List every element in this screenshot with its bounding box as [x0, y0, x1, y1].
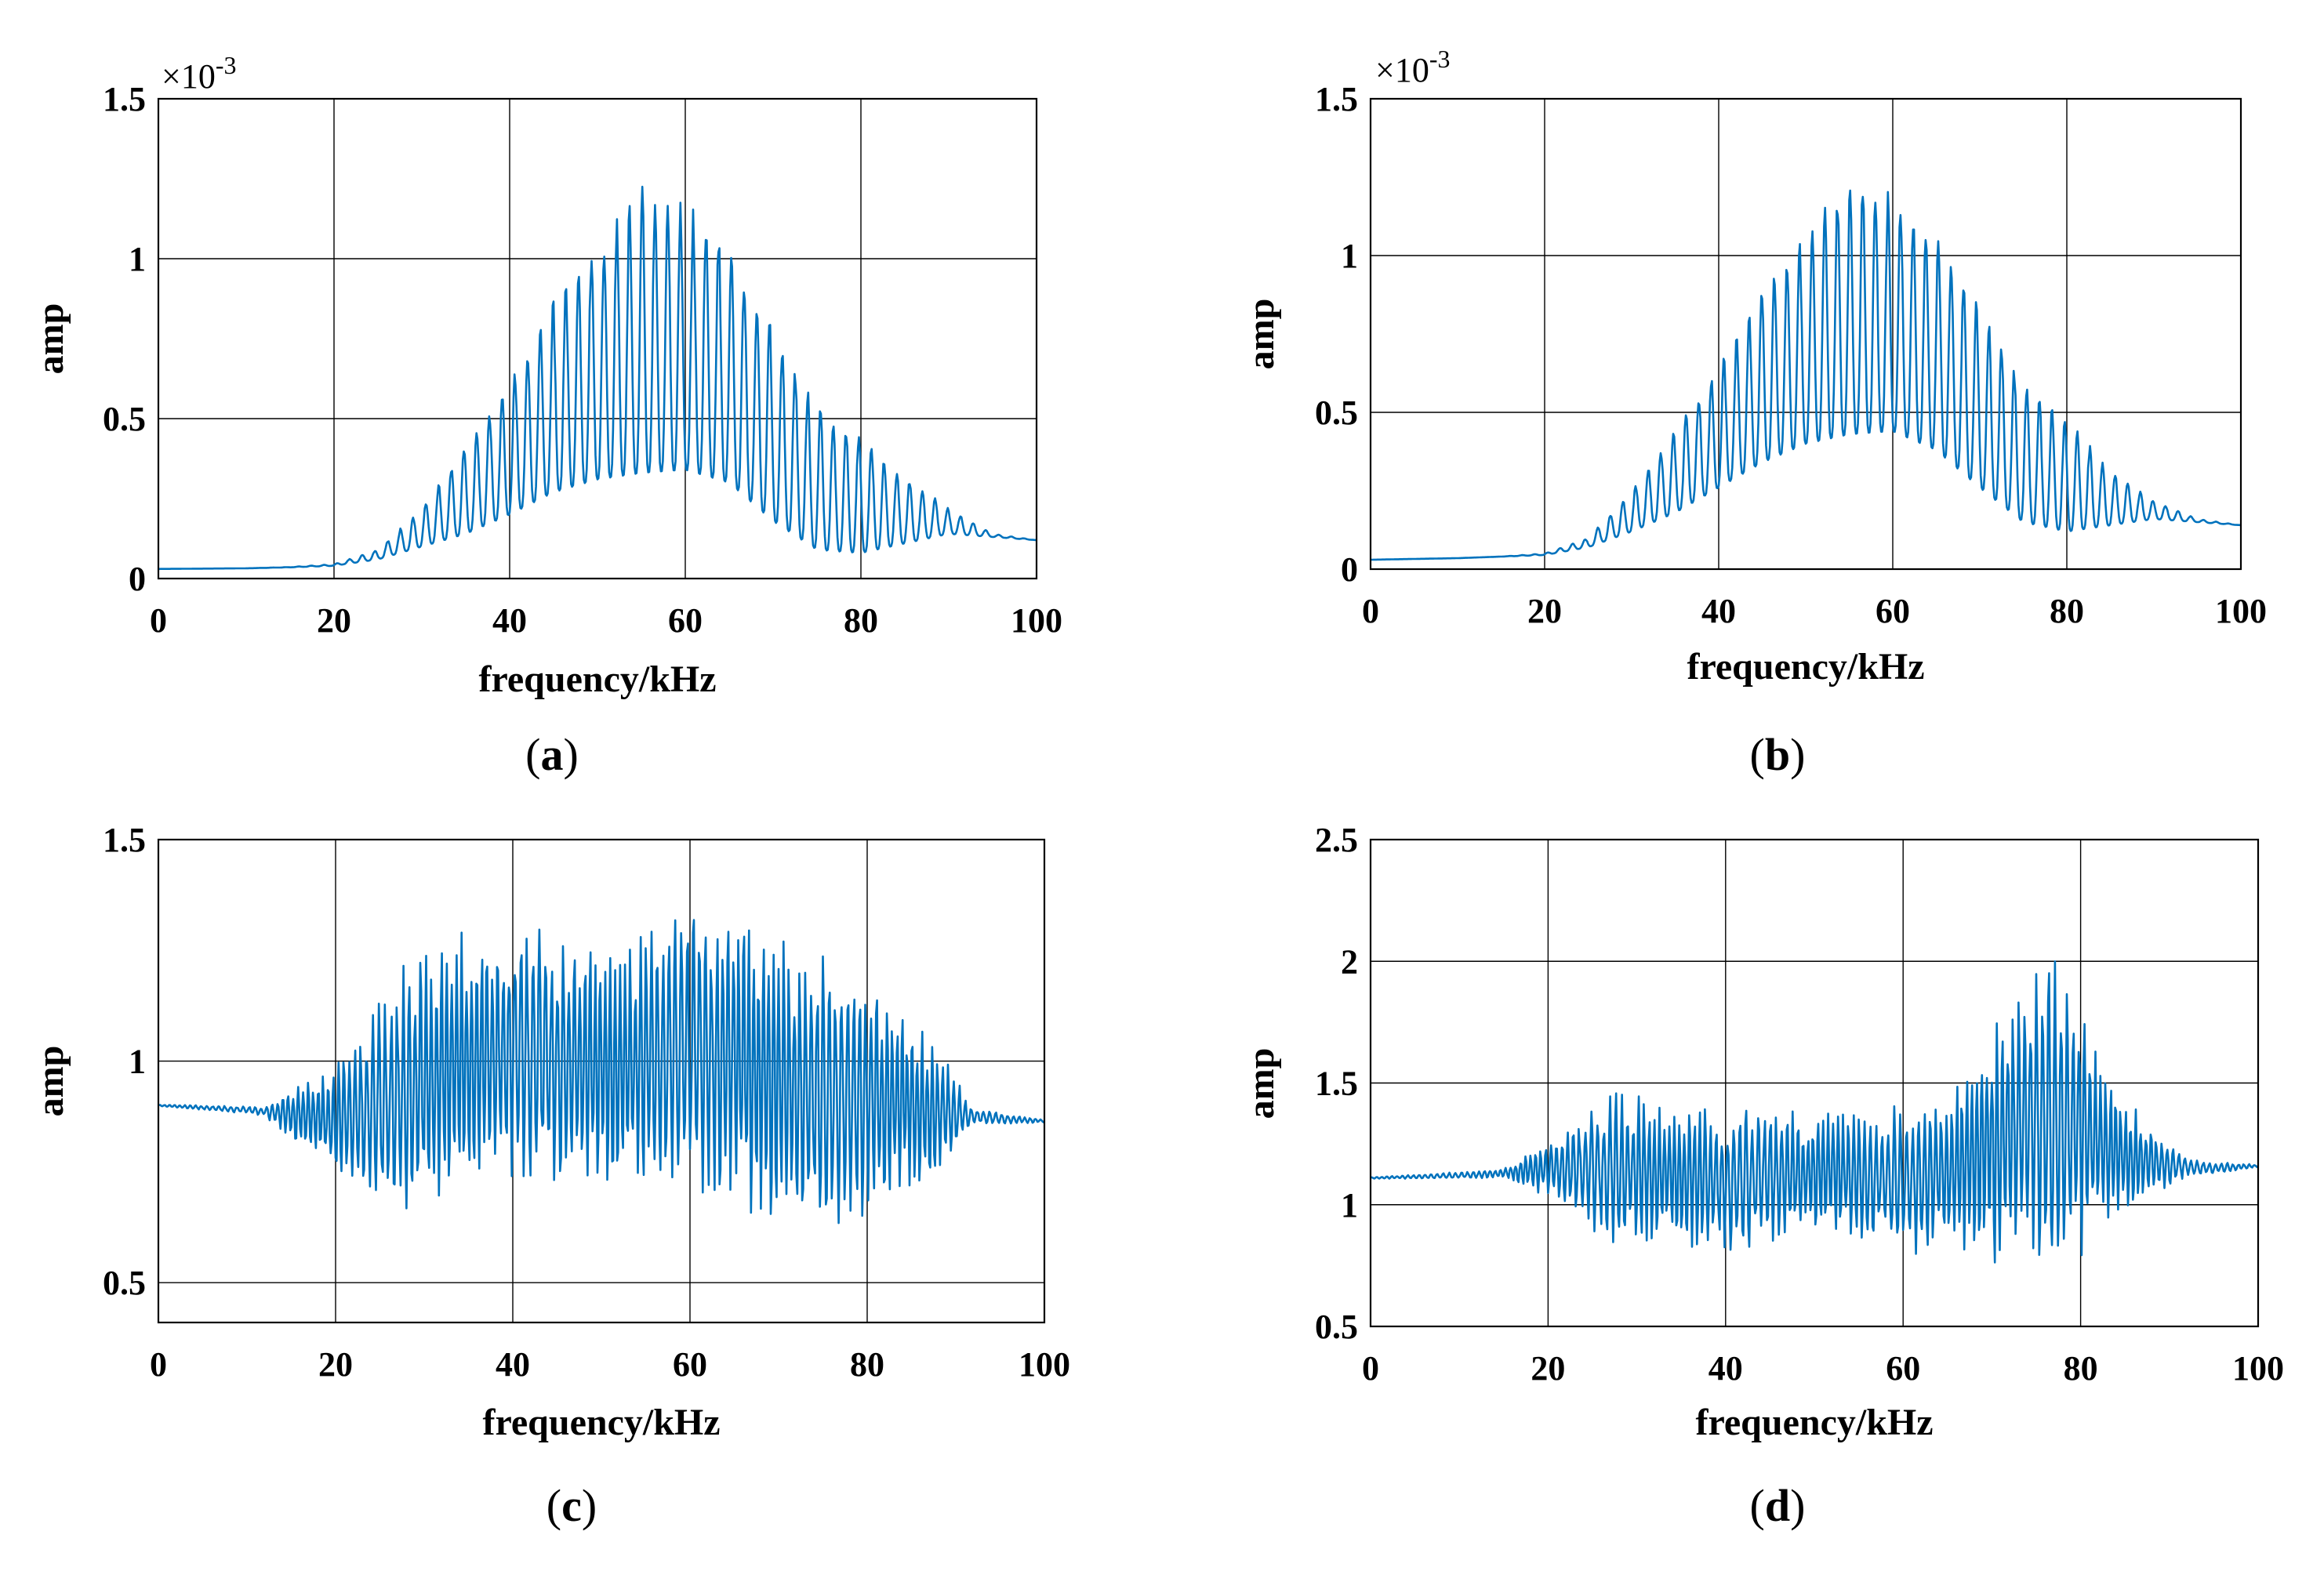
panel-a-y-ticks: 0 0.5 1 1.5: [103, 80, 146, 598]
panel-c-grid: [158, 840, 1044, 1322]
panel-c-caption: (c): [547, 1480, 597, 1531]
panel-b-x-tick-label: 20: [1527, 592, 1562, 630]
panel-d-x-tick-label: 100: [2232, 1349, 2284, 1388]
panel-d-x-tick-label: 20: [1531, 1349, 1565, 1388]
panel-b-x-ticks: 0 20 40 60 80 100: [1362, 592, 2267, 630]
panel-c-series-line: [158, 919, 1045, 1225]
panel-a-plot-frame: [157, 97, 1038, 580]
panel-c-x-tick-label: 20: [318, 1345, 353, 1384]
panel-d-y-tick-label: 2: [1341, 942, 1358, 981]
panel-d-y-tick-label: 1: [1341, 1186, 1358, 1225]
panel-a-x-tick-label: 0: [150, 601, 167, 640]
panel-c-x-tick-label: 0: [150, 1345, 167, 1384]
panel-d-plot-frame: [1369, 838, 2260, 1328]
panel-c-x-tick-label: 100: [1019, 1345, 1070, 1384]
panel-a-x-tick-label: 20: [317, 601, 351, 640]
panel-c-y-axis-label: amp: [30, 1046, 71, 1117]
panel-d-caption: (d): [1750, 1480, 1806, 1531]
panel-b-plot-frame: [1369, 97, 2242, 571]
panel-b-y-axis-label: amp: [1240, 299, 1282, 370]
panel-d-y-ticks: 0.5 1 1.5 2 2.5: [1315, 821, 1358, 1346]
panel-c-y-tick-label: 0.5: [103, 1264, 146, 1302]
panel-b-x-tick-label: 100: [2215, 592, 2267, 630]
panel-d-x-tick-label: 80: [2064, 1349, 2098, 1388]
panel-a-x-tick-label: 60: [668, 601, 703, 640]
panel-b-y-tick-label: 1: [1341, 237, 1358, 275]
panel-c-y-ticks: 0.5 1 1.5: [103, 821, 146, 1302]
panel-b-grid: [1371, 99, 2241, 569]
panel-d-x-tick-label: 0: [1362, 1349, 1379, 1388]
panel-c-x-tick-label: 60: [673, 1345, 707, 1384]
panel-b-y-multiplier: ×10-3: [1375, 45, 1450, 89]
panel-b-x-tick-label: 0: [1362, 592, 1379, 630]
panel-a-y-tick-label: 1.5: [103, 80, 146, 118]
panel-d-y-tick-label: 0.5: [1315, 1308, 1358, 1346]
panel-a-y-tick-label: 0.5: [103, 400, 146, 438]
panel-d-x-tick-label: 60: [1886, 1349, 1920, 1388]
panel-b-caption: (b): [1750, 729, 1806, 780]
panel-a-x-tick-label: 80: [844, 601, 878, 640]
panel-b-y-tick-label: 1.5: [1315, 80, 1358, 118]
panel-a-x-tick-label: 40: [492, 601, 527, 640]
panel-b-series-line: [1370, 189, 2242, 561]
panel-b-x-axis-label: frequency/kHz: [1687, 646, 1924, 688]
panel-a-y-tick-label: 0: [129, 560, 146, 598]
panel-d-y-tick-label: 2.5: [1315, 821, 1358, 859]
panel-a-x-ticks: 0 20 40 60 80 100: [150, 601, 1062, 640]
panel-c-x-tick-label: 80: [850, 1345, 884, 1384]
panel-a-grid: [158, 99, 1037, 579]
panel-b-x-tick-label: 60: [1876, 592, 1910, 630]
panel-a-y-tick-label: 1: [129, 240, 146, 278]
panel-c-x-ticks: 0 20 40 60 80 100: [150, 1345, 1070, 1384]
panel-c-y-tick-label: 1: [129, 1043, 146, 1081]
panel-d-y-axis-label: amp: [1240, 1048, 1282, 1119]
panel-d-y-tick-label: 1.5: [1315, 1065, 1358, 1103]
panel-c-x-tick-label: 40: [496, 1345, 530, 1384]
panel-b-y-tick-label: 0: [1341, 550, 1358, 589]
panel-a-caption: (a): [525, 729, 579, 780]
panel-a-x-axis-label: frequency/kHz: [478, 659, 716, 700]
panel-a-series-line: [158, 185, 1037, 571]
panel-d-series-line: [1370, 960, 2260, 1264]
panel-b-x-tick-label: 40: [1701, 592, 1736, 630]
panel-d-x-ticks: 0 20 40 60 80 100: [1362, 1349, 2284, 1388]
panel-d-grid: [1371, 840, 2258, 1326]
panel-a-y-multiplier: ×10-3: [162, 51, 236, 96]
panel-c-y-tick-label: 1.5: [103, 821, 146, 859]
panel-c-plot-frame: [157, 838, 1046, 1324]
panel-b-x-tick-label: 80: [2050, 592, 2084, 630]
panel-b-y-tick-label: 0.5: [1315, 394, 1358, 432]
panel-d-x-axis-label: frequency/kHz: [1695, 1402, 1933, 1443]
panel-d-x-tick-label: 40: [1709, 1349, 1743, 1388]
panel-a-x-tick-label: 100: [1011, 601, 1062, 640]
panel-a-y-axis-label: amp: [30, 303, 71, 375]
panel-b-y-ticks: 0 0.5 1 1.5: [1315, 80, 1358, 589]
panel-c-x-axis-label: frequency/kHz: [482, 1402, 720, 1443]
